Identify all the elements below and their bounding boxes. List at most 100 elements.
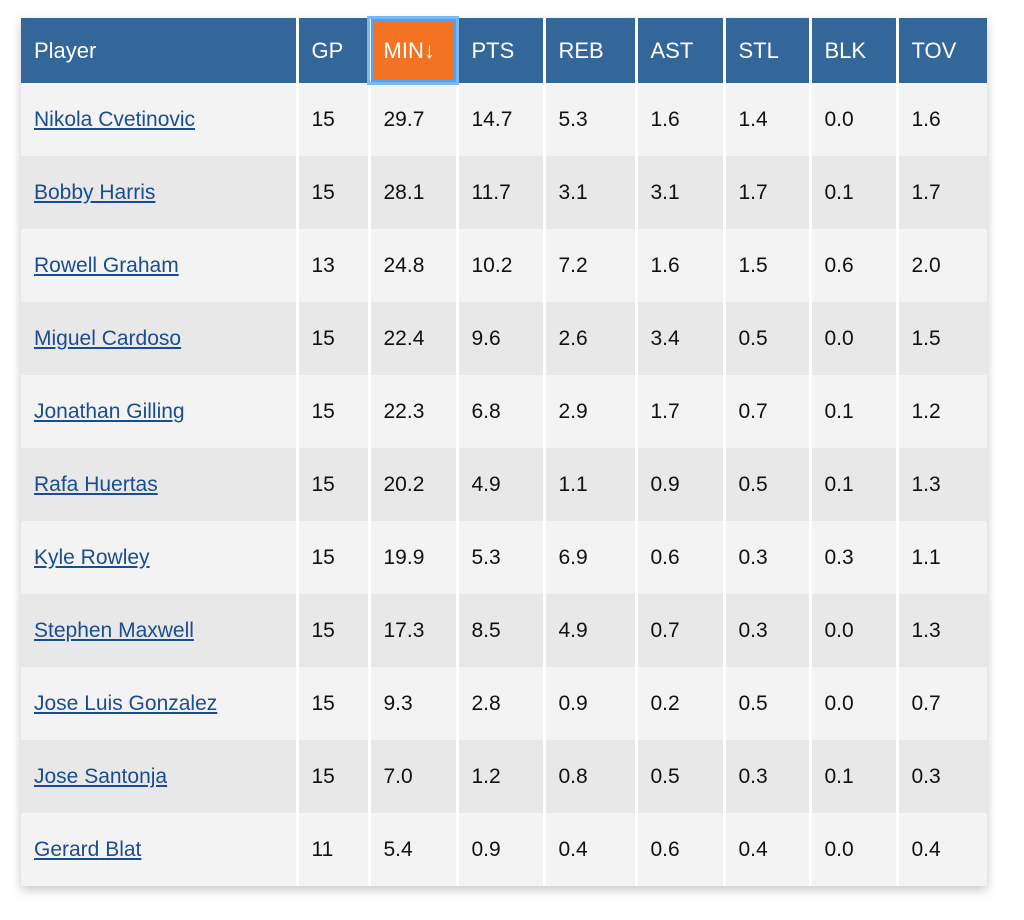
column-header-blk[interactable]: BLK — [810, 18, 899, 83]
player-cell: Jonathan Gilling — [21, 375, 299, 448]
stat-cell-ast: 1.6 — [636, 229, 726, 302]
column-header-player[interactable]: Player — [21, 18, 299, 83]
stat-cell-pts: 6.8 — [457, 375, 546, 448]
player-link[interactable]: Miguel Cardoso — [34, 326, 182, 350]
table-row: Kyle Rowley 15 19.9 5.3 6.9 0.6 0.3 0.3 1.1 — [21, 521, 987, 594]
player-link[interactable]: Nikola Cvetinovic — [34, 107, 196, 131]
stat-cell-tov: 1.3 — [897, 448, 987, 521]
stat-cell-gp: 15 — [297, 302, 371, 375]
stat-cell-min: 9.3 — [369, 667, 459, 740]
table-row: Jose Luis Gonzalez 15 9.3 2.8 0.9 0.2 0.5 0.0 0.… — [21, 667, 987, 740]
stat-cell-min: 19.9 — [369, 521, 459, 594]
player-cell: Kyle Rowley — [21, 521, 299, 594]
stat-cell-pts: 11.7 — [457, 156, 546, 229]
stat-cell-min: 20.2 — [369, 448, 459, 521]
stat-cell-min: 7.0 — [369, 740, 459, 813]
stat-cell-gp: 15 — [297, 375, 371, 448]
table-row: Miguel Cardoso 15 22.4 9.6 2.6 3.4 0.5 0.0 1.5 — [21, 302, 987, 375]
player-cell: Jose Santonja — [21, 740, 299, 813]
stat-cell-ast: 1.7 — [636, 375, 726, 448]
stat-cell-min: 24.8 — [369, 229, 459, 302]
player-link[interactable]: Jonathan Gilling — [34, 399, 185, 423]
table-row: Nikola Cvetinovic 15 29.7 14.7 5.3 1.6 1.4 0.0 1… — [21, 83, 987, 156]
player-cell: Gerard Blat — [21, 813, 299, 886]
stat-cell-tov: 1.6 — [897, 83, 987, 156]
stat-cell-stl: 0.5 — [724, 667, 812, 740]
player-link[interactable]: Jose Santonja — [34, 764, 168, 788]
player-cell: Rafa Huertas — [21, 448, 299, 521]
stat-cell-gp: 15 — [297, 594, 371, 667]
column-header-tov[interactable]: TOV — [897, 18, 987, 83]
stat-cell-reb: 0.9 — [544, 667, 638, 740]
stat-cell-reb: 2.6 — [544, 302, 638, 375]
stat-cell-blk: 0.1 — [810, 156, 899, 229]
player-stats-table-container: Player GP MIN↓ PTS REB AST STL BLK TOV N… — [21, 16, 987, 886]
stat-cell-min: 22.4 — [369, 302, 459, 375]
stat-cell-blk: 0.0 — [810, 667, 899, 740]
stat-cell-stl: 0.3 — [724, 521, 812, 594]
stat-cell-ast: 0.9 — [636, 448, 726, 521]
stat-cell-ast: 0.5 — [636, 740, 726, 813]
stat-cell-min: 22.3 — [369, 375, 459, 448]
table-row: Rowell Graham 13 24.8 10.2 7.2 1.6 1.5 0.6 2.0 — [21, 229, 987, 302]
stat-cell-blk: 0.0 — [810, 302, 899, 375]
player-link[interactable]: Bobby Harris — [34, 180, 156, 204]
stat-cell-reb: 2.9 — [544, 375, 638, 448]
stat-cell-gp: 15 — [297, 83, 371, 156]
stat-cell-stl: 1.5 — [724, 229, 812, 302]
player-cell: Jose Luis Gonzalez — [21, 667, 299, 740]
stat-cell-stl: 1.4 — [724, 83, 812, 156]
stat-cell-tov: 0.7 — [897, 667, 987, 740]
stat-cell-gp: 13 — [297, 229, 371, 302]
stat-cell-tov: 0.3 — [897, 740, 987, 813]
table-row: Bobby Harris 15 28.1 11.7 3.1 3.1 1.7 0.1 1.7 — [21, 156, 987, 229]
stat-cell-pts: 5.3 — [457, 521, 546, 594]
column-header-gp[interactable]: GP — [297, 18, 371, 83]
stat-cell-min: 5.4 — [369, 813, 459, 886]
stat-cell-tov: 0.4 — [897, 813, 987, 886]
table-body: Nikola Cvetinovic 15 29.7 14.7 5.3 1.6 1.4 0.0 1… — [21, 83, 987, 886]
column-header-reb[interactable]: REB — [544, 18, 638, 83]
player-cell: Nikola Cvetinovic — [21, 83, 299, 156]
stat-cell-pts: 2.8 — [457, 667, 546, 740]
player-link[interactable]: Rowell Graham — [34, 253, 179, 277]
column-header-pts[interactable]: PTS — [457, 18, 546, 83]
stat-cell-blk: 0.6 — [810, 229, 899, 302]
stat-cell-reb: 7.2 — [544, 229, 638, 302]
stat-cell-stl: 0.5 — [724, 302, 812, 375]
stat-cell-ast: 0.7 — [636, 594, 726, 667]
stat-cell-ast: 0.2 — [636, 667, 726, 740]
stat-cell-tov: 1.1 — [897, 521, 987, 594]
stat-cell-pts: 4.9 — [457, 448, 546, 521]
player-link[interactable]: Kyle Rowley — [34, 545, 150, 569]
stat-cell-stl: 1.7 — [724, 156, 812, 229]
player-cell: Stephen Maxwell — [21, 594, 299, 667]
column-header-stl[interactable]: STL — [724, 18, 812, 83]
stat-cell-blk: 0.0 — [810, 594, 899, 667]
player-link[interactable]: Gerard Blat — [34, 837, 142, 861]
stat-cell-gp: 15 — [297, 521, 371, 594]
stat-cell-stl: 0.4 — [724, 813, 812, 886]
stat-cell-reb: 4.9 — [544, 594, 638, 667]
stat-cell-reb: 3.1 — [544, 156, 638, 229]
table-row: Rafa Huertas 15 20.2 4.9 1.1 0.9 0.5 0.1 1.3 — [21, 448, 987, 521]
stat-cell-reb: 6.9 — [544, 521, 638, 594]
stat-cell-stl: 0.7 — [724, 375, 812, 448]
column-header-min-sorted[interactable]: MIN↓ — [367, 16, 459, 85]
player-link[interactable]: Stephen Maxwell — [34, 618, 194, 642]
table-row: Jose Santonja 15 7.0 1.2 0.8 0.5 0.3 0.1 0.3 — [21, 740, 987, 813]
stat-cell-stl: 0.5 — [724, 448, 812, 521]
stat-cell-ast: 0.6 — [636, 813, 726, 886]
player-link[interactable]: Jose Luis Gonzalez — [34, 691, 218, 715]
stat-cell-pts: 9.6 — [457, 302, 546, 375]
stat-cell-tov: 1.5 — [897, 302, 987, 375]
stat-cell-stl: 0.3 — [724, 740, 812, 813]
stat-cell-blk: 0.0 — [810, 813, 899, 886]
stat-cell-tov: 1.3 — [897, 594, 987, 667]
stat-cell-gp: 11 — [297, 813, 371, 886]
stat-cell-pts: 0.9 — [457, 813, 546, 886]
stat-cell-pts: 14.7 — [457, 83, 546, 156]
stat-cell-ast: 3.4 — [636, 302, 726, 375]
column-header-ast[interactable]: AST — [636, 18, 726, 83]
player-link[interactable]: Rafa Huertas — [34, 472, 158, 496]
